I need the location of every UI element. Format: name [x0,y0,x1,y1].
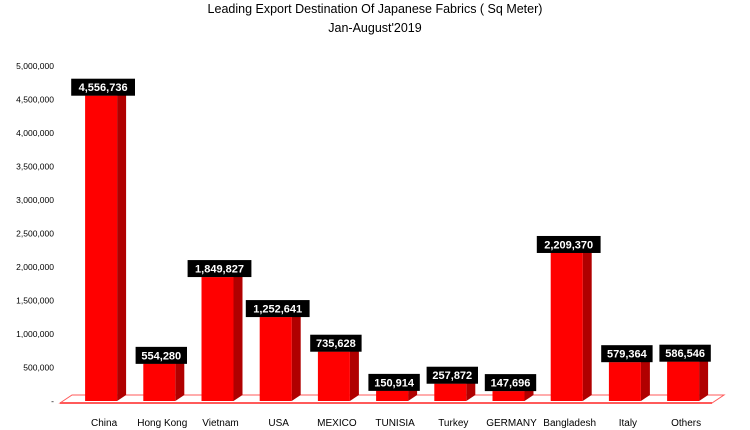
y-tick-label: 5,000,000 [16,61,54,71]
data-label-box [368,373,420,391]
bar [608,362,641,401]
data-label-box [426,366,478,384]
bar-group: 1,849,827 [187,260,252,401]
bar [259,317,292,401]
bar-side [699,355,709,401]
x-tick-label: Others [671,418,701,429]
x-tick-label: Vietnam [202,418,239,429]
bar-side [117,89,127,402]
x-tick-label: China [91,418,118,429]
y-tick-label: 4,500,000 [16,95,54,105]
data-label-box [536,235,601,253]
bar-side [291,311,301,401]
data-label-box [484,374,537,392]
bar-side [175,357,185,401]
bar-side [349,345,359,401]
chart-title: Leading Export Destination Of Japanese F… [208,2,543,16]
data-label: 1,849,827 [195,264,244,276]
bars: 4,556,736 554,280 1,849,827 1,252,641 735,62… [71,78,711,402]
y-tick-label: 4,000,000 [16,128,54,138]
data-label-box [245,300,310,318]
data-label: 257,872 [432,370,472,382]
y-tick-label: 1,000,000 [16,329,54,339]
data-label: 735,628 [316,338,356,350]
x-tick-label: MEXICO [317,418,357,429]
data-label: 554,280 [141,350,181,362]
data-label-box [310,334,362,352]
x-tick-label: Turkey [438,418,468,429]
bar-group: 1,252,641 [245,300,310,401]
bar [317,351,350,401]
bar-group: 257,872 [426,366,478,401]
bar-group: 150,914 [368,373,420,401]
data-label: 1,252,641 [253,304,302,316]
x-tick-label: Bangladesh [543,418,596,429]
data-label-box [659,344,711,362]
bar-group: 2,209,370 [536,235,601,401]
bar [376,390,409,401]
y-tick-label: 2,500,000 [16,229,54,239]
data-label-box [187,260,252,278]
bar-group: 554,280 [135,346,187,401]
bar [550,252,583,401]
bar-group: 147,696 [484,374,537,401]
x-tick-label: USA [268,418,289,429]
y-axis: - 500,000 1,000,000 1,500,000 2,000,000 2,500… [16,61,54,406]
bar [492,391,525,401]
y-tick-label: 2,000,000 [16,262,54,272]
x-axis: China Hong Kong Vietnam USA MEXICO TUNISIA Tur… [91,418,701,429]
x-tick-label: GERMANY [486,418,537,429]
y-tick-label: 3,500,000 [16,162,54,172]
y-tick-label: 1,500,000 [16,296,54,306]
y-tick-label: 3,000,000 [16,195,54,205]
y-tick-label: 500,000 [23,363,54,373]
data-label: 4,556,736 [79,82,128,94]
data-label: 586,546 [665,348,705,360]
bar-side [233,271,243,401]
data-label-box [71,78,135,96]
data-label: 150,914 [374,377,415,389]
x-tick-label: TUNISIA [375,418,415,429]
bar [201,277,234,401]
bar-group: 4,556,736 [71,78,135,402]
bar [667,361,700,401]
x-tick-label: Italy [619,418,637,429]
data-label-box [601,345,653,363]
bar [143,363,176,401]
data-label-box [135,346,187,364]
bar-side [640,356,650,401]
chart-subtitle: Jan-August'2019 [328,21,421,35]
bar [434,383,467,401]
bar-group: 735,628 [310,334,362,401]
y-tick-label: - [51,396,54,406]
data-label: 579,364 [607,349,648,361]
x-tick-label: Hong Kong [137,418,187,429]
bar-group: 586,546 [659,344,711,401]
bar [85,95,118,402]
data-label: 147,696 [491,378,531,390]
bar-side [582,246,592,401]
data-label: 2,209,370 [544,239,593,251]
bar-group: 579,364 [601,345,653,401]
